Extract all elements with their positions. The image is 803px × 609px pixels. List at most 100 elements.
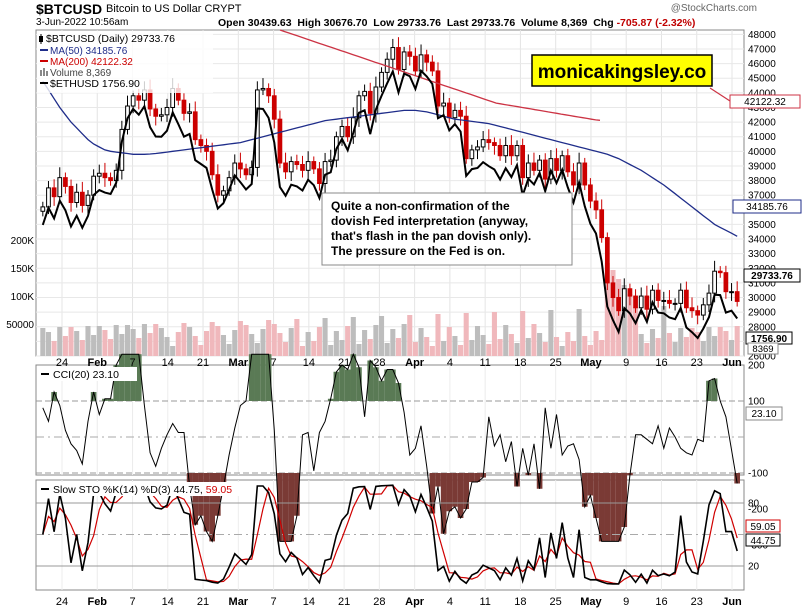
volume-bar bbox=[712, 336, 718, 356]
svg-text:34185.76: 34185.76 bbox=[746, 202, 788, 213]
candle-body bbox=[525, 162, 531, 179]
volume-bar bbox=[599, 340, 605, 356]
candle-body bbox=[79, 191, 85, 206]
candle-body bbox=[317, 168, 322, 184]
candle-body bbox=[672, 302, 678, 305]
price-tick-label: 26000 bbox=[748, 352, 776, 363]
candle-body bbox=[204, 144, 209, 152]
volume-bar bbox=[384, 343, 390, 356]
x-tick-label: 21 bbox=[197, 357, 209, 369]
candle-body bbox=[537, 159, 542, 171]
annotation-line-1: Quite a non-confirmation of the bbox=[331, 199, 510, 213]
volume-bar bbox=[124, 325, 131, 356]
candle-body bbox=[266, 87, 271, 97]
volume-bar bbox=[271, 324, 277, 356]
volume-bar bbox=[441, 341, 447, 356]
sto-legend-main: Slow STO %K(14) %D(3) 44.75, bbox=[53, 484, 203, 496]
volume-bar bbox=[452, 336, 458, 356]
cci-fill bbox=[113, 365, 120, 401]
annotation-line-4: The pressure on the Fed is on. bbox=[331, 244, 505, 258]
price-tick-label: 34000 bbox=[748, 235, 776, 246]
volume-bar bbox=[503, 325, 509, 356]
volume-bar bbox=[356, 344, 362, 356]
candle-body bbox=[283, 162, 288, 173]
candle-body bbox=[588, 184, 593, 202]
volume-bar bbox=[514, 343, 520, 356]
volume-bar bbox=[362, 330, 368, 356]
candle-body bbox=[339, 125, 345, 138]
volume-bar bbox=[672, 342, 678, 356]
volume-bar bbox=[616, 279, 622, 356]
sto-legend-d: 59.05 bbox=[206, 484, 232, 496]
volume-bar bbox=[164, 337, 170, 356]
cci-badge: 23.10 bbox=[745, 406, 783, 421]
volume-bar bbox=[57, 327, 63, 356]
candle-body bbox=[40, 206, 46, 212]
volume-bar bbox=[582, 336, 588, 356]
x-tick-label-bottom: 16 bbox=[655, 596, 667, 608]
candle-body bbox=[305, 161, 311, 171]
price-tick-label: 37000 bbox=[748, 191, 776, 202]
price-tick-label: 39000 bbox=[748, 161, 776, 172]
candle-body bbox=[51, 187, 57, 198]
volume-bar bbox=[249, 334, 255, 356]
volume-bar bbox=[621, 285, 627, 356]
cci-fill bbox=[367, 360, 374, 401]
volume-bar bbox=[288, 328, 294, 356]
volume-bar bbox=[627, 294, 633, 356]
candle-body bbox=[288, 161, 294, 173]
candle-body bbox=[723, 272, 729, 293]
volume-bar bbox=[192, 336, 198, 356]
volume-bar bbox=[638, 334, 644, 356]
volume-bar bbox=[119, 334, 125, 356]
cci-fill bbox=[435, 473, 441, 487]
open-value: 30439.63 bbox=[247, 17, 292, 29]
cci-fill bbox=[203, 473, 210, 532]
candle-body bbox=[46, 187, 51, 208]
volume-bar bbox=[181, 323, 187, 356]
candle-body bbox=[571, 171, 576, 186]
candle-body bbox=[164, 106, 170, 116]
candle-body bbox=[367, 90, 373, 114]
x-tick-label: Feb bbox=[87, 357, 107, 369]
cci-fill bbox=[536, 473, 543, 489]
candle-body bbox=[446, 102, 452, 119]
ma200-line bbox=[279, 29, 601, 121]
x-tick-label: 21 bbox=[338, 357, 350, 369]
legend-eth: $ETHUSD 1756.90 bbox=[50, 78, 140, 90]
x-tick-label: 7 bbox=[271, 357, 277, 369]
candle-body bbox=[362, 90, 367, 97]
volume-bar bbox=[463, 313, 469, 356]
volume-bar bbox=[395, 338, 402, 356]
candle-body bbox=[475, 146, 480, 151]
price-tick-label: 40000 bbox=[748, 147, 776, 158]
volume-bar bbox=[45, 332, 52, 356]
volume-bar bbox=[458, 345, 464, 356]
high-value: 30676.70 bbox=[323, 17, 368, 29]
price-tick-label: 35000 bbox=[748, 220, 776, 231]
cci-fill bbox=[209, 473, 215, 542]
axis-labels: 24 24 Feb Feb 7 7 14 14 21 21 Mar Mar 7 7 14 14 21 21 28 28… bbox=[6, 30, 776, 608]
volume-bar bbox=[418, 328, 424, 356]
ma200-badge: 42122.32 bbox=[709, 87, 801, 109]
cci-fill bbox=[587, 473, 594, 496]
cci-fill bbox=[711, 378, 718, 401]
candle-body bbox=[610, 282, 616, 299]
volume-bar bbox=[79, 340, 85, 356]
price-tick-label: 31000 bbox=[748, 278, 776, 289]
candle-body bbox=[221, 190, 226, 196]
candle-body bbox=[452, 109, 458, 119]
annotation-line-2: dovish Fed interpretation (anyway, bbox=[331, 214, 528, 228]
candle-body bbox=[520, 144, 526, 179]
candle-body bbox=[689, 307, 695, 312]
annotation-line-3: that's flash in the pan dovish only). bbox=[331, 229, 531, 243]
candle-body bbox=[271, 95, 277, 120]
x-tick-label-bottom: Apr bbox=[405, 596, 425, 608]
candle-body bbox=[102, 172, 108, 179]
volume-bar bbox=[734, 326, 740, 356]
candle-body bbox=[542, 159, 548, 180]
x-tick-label-bottom: 18 bbox=[514, 596, 526, 608]
cci-fill bbox=[260, 354, 266, 401]
volume-bar bbox=[486, 344, 492, 356]
